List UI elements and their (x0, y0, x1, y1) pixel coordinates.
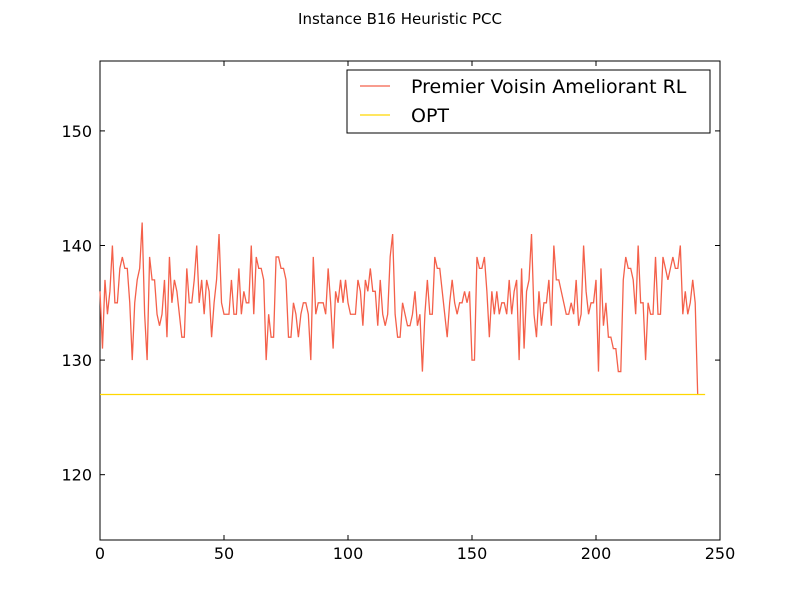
legend-box (346, 69, 711, 134)
y-tick-label: 120 (61, 466, 92, 485)
x-tick-label: 150 (457, 544, 488, 563)
series-lines (99, 222, 706, 396)
legend-label-rl: Premier Voisin Ameliorant RL (411, 76, 687, 98)
x-tick-label: 0 (95, 544, 105, 563)
x-tick-label: 250 (705, 544, 736, 563)
chart-title: Instance B16 Heuristic PCC (298, 10, 502, 28)
x-tick-label: 50 (214, 544, 234, 563)
axis-ticks: 0 50 100 150 200 250 120 130 140 150 (61, 61, 735, 563)
legend: Premier Voisin Ameliorant RL OPT (346, 69, 711, 134)
y-tick-label: 130 (61, 351, 92, 370)
x-tick-label: 200 (581, 544, 612, 563)
x-tick-label: 100 (333, 544, 364, 563)
y-tick-label: 140 (61, 236, 92, 255)
legend-label-opt: OPT (411, 105, 449, 127)
y-tick-label: 150 (61, 122, 92, 141)
series-line-0 (99, 222, 699, 395)
